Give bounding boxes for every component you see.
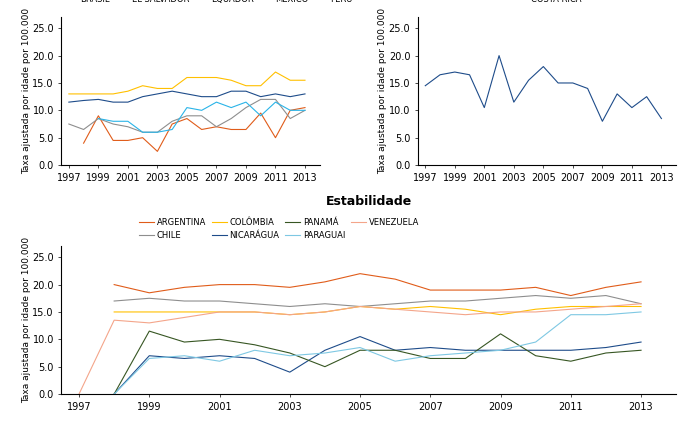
Y-axis label: Taxa ajustada por idade por 100.000: Taxa ajustada por idade por 100.000 [22, 237, 31, 403]
Y-axis label: Taxa ajustada por idade por 100.000: Taxa ajustada por idade por 100.000 [378, 8, 387, 174]
Legend: COSTA RICA: COSTA RICA [513, 0, 581, 4]
Legend: BRASIL, EL SALVADOR, EQUADOR, MÉXICO, PERU: BRASIL, EL SALVADOR, EQUADOR, MÉXICO, PE… [63, 0, 352, 4]
Legend: ARGENTINA, CHILE, COLÔMBIA, NICARÁGUA, PANAMÁ, PARAGUAI, VENEZUELA: ARGENTINA, CHILE, COLÔMBIA, NICARÁGUA, P… [139, 218, 419, 240]
Y-axis label: Taxa ajustada por idade por 100.000: Taxa ajustada por idade por 100.000 [22, 8, 31, 174]
Title: Estabilidade: Estabilidade [326, 195, 412, 208]
